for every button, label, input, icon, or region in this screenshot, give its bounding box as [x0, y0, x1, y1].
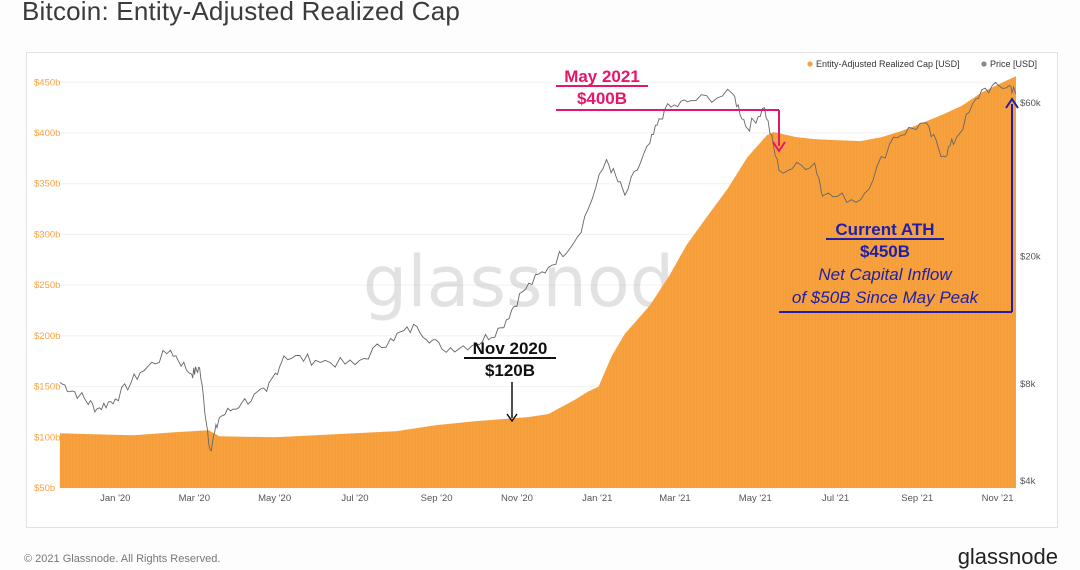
x-tick-label: Nov '20	[501, 493, 533, 504]
ath-annotation-sub2: of $50B Since May Peak	[792, 288, 980, 307]
legend-swatch-price	[981, 61, 987, 67]
axes: $50b $100b $150b $200b $250b $300b $350b $400b $…	[34, 77, 1041, 504]
realized-cap-area	[60, 76, 1016, 488]
y-left-tick-label: $250b	[34, 280, 60, 291]
y-left-tick-label: $450b	[34, 77, 60, 88]
x-tick-label: May '20	[258, 493, 291, 504]
may-annotation-line1: May 2021	[564, 67, 640, 86]
ath-annotation-sub1: Net Capital Inflow	[818, 265, 953, 284]
x-tick-label: Jul '21	[822, 493, 849, 504]
x-tick-label: Mar '20	[179, 493, 210, 504]
chart-title: Bitcoin: Entity-Adjusted Realized Cap	[22, 0, 461, 26]
ath-annotation-arrowhead	[1005, 97, 1019, 109]
y-left-tick-label: $50b	[34, 483, 55, 494]
y-left-tick-label: $350b	[34, 179, 60, 190]
y-right-tick-label: $4k	[1020, 476, 1036, 487]
ath-annotation-line2: $450B	[860, 242, 910, 261]
x-tick-label: Sep '21	[901, 493, 933, 504]
y-right-tick-label: $20k	[1020, 251, 1041, 262]
annotations: May 2021 $400B Nov 2020 $120B Current ATH $45…	[464, 67, 1019, 423]
x-tick-label: Jul '20	[341, 493, 368, 504]
copyright-text: © 2021 Glassnode. All Rights Reserved.	[24, 553, 221, 565]
ath-annotation-line1: Current ATH	[835, 220, 934, 239]
legend-label-price: Price [USD]	[990, 59, 1037, 69]
price-line-layer	[59, 81, 1017, 452]
nov-annotation-line2: $120B	[485, 361, 535, 380]
y-right-tick-label: $60k	[1020, 98, 1041, 109]
x-tick-label: May '21	[739, 493, 772, 504]
y-left-tick-label: $300b	[34, 229, 60, 240]
legend-swatch-realized-cap	[807, 61, 813, 67]
may-annotation-arrowhead	[772, 141, 786, 153]
y-left-tick-label: $400b	[34, 128, 60, 139]
may-annotation-line2: $400B	[577, 89, 627, 108]
legend-label-realized-cap: Entity-Adjusted Realized Cap [USD]	[816, 59, 960, 69]
x-tick-label: Nov '21	[982, 493, 1014, 504]
realized-cap-area-layer	[59, 76, 1016, 488]
nov-annotation-arrowhead	[506, 413, 518, 423]
y-left-tick-label: $200b	[34, 331, 60, 342]
x-tick-label: Jan '20	[100, 493, 130, 504]
y-left-tick-label: $100b	[34, 432, 60, 443]
legend: Entity-Adjusted Realized Cap [USD] Price …	[807, 59, 1037, 69]
x-tick-label: Mar '21	[659, 493, 690, 504]
x-tick-label: Jan '21	[582, 493, 612, 504]
nov-annotation-line1: Nov 2020	[473, 339, 548, 358]
price-line	[59, 81, 1017, 452]
x-tick-label: Sep '20	[421, 493, 453, 504]
y-left-tick-label: $150b	[34, 382, 60, 393]
brand-logo-text: glassnode	[957, 544, 1058, 569]
y-right-tick-label: $8k	[1020, 379, 1036, 390]
